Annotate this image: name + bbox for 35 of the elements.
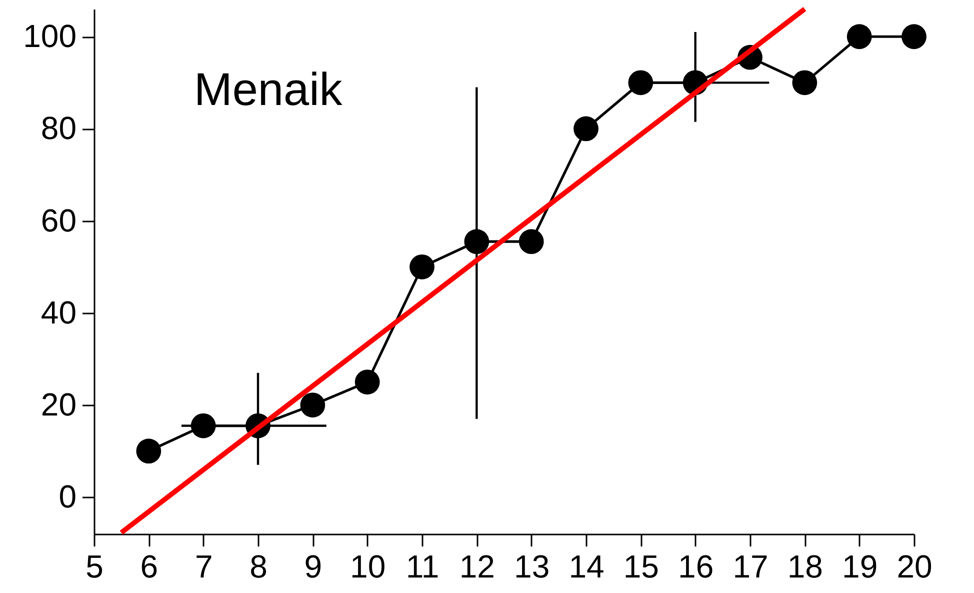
point xyxy=(410,254,434,280)
x-tick-label: 17 xyxy=(732,548,768,584)
point xyxy=(902,24,926,50)
point xyxy=(464,229,490,254)
point xyxy=(574,116,598,142)
x-tick-label: 18 xyxy=(787,548,823,584)
point xyxy=(190,413,216,438)
point xyxy=(846,24,872,50)
x-tick-label: 7 xyxy=(194,548,213,584)
x-tick-label: 10 xyxy=(350,548,386,584)
point xyxy=(136,438,162,464)
x-tick-label: 20 xyxy=(896,548,932,584)
x-tick-label: 14 xyxy=(568,548,604,584)
point xyxy=(792,70,818,96)
x-tick-label: 19 xyxy=(842,548,878,584)
y-tick-label: 0 xyxy=(58,478,76,515)
x-tick-label: 9 xyxy=(304,548,322,584)
y-tick-label: 100 xyxy=(23,18,76,54)
y-tick-label: 40 xyxy=(40,294,76,330)
y-tick-label: 80 xyxy=(40,110,76,146)
x-tick-label: 5 xyxy=(86,548,104,584)
y-tick-label: 60 xyxy=(40,202,76,238)
x-tick-label: 11 xyxy=(406,548,440,584)
x-tick-label: 6 xyxy=(140,548,158,584)
point xyxy=(354,370,380,394)
x-tick-label: 12 xyxy=(459,548,495,584)
annotation: Menaik xyxy=(194,63,344,115)
y-tick-label: 20 xyxy=(40,386,76,423)
x-tick-label: 8 xyxy=(250,548,268,584)
point xyxy=(300,392,326,418)
point xyxy=(518,229,544,254)
x-tick-label: 15 xyxy=(623,548,659,584)
point xyxy=(628,70,654,96)
x-tick-label: 13 xyxy=(514,548,550,584)
x-tick-label: 16 xyxy=(678,548,714,584)
